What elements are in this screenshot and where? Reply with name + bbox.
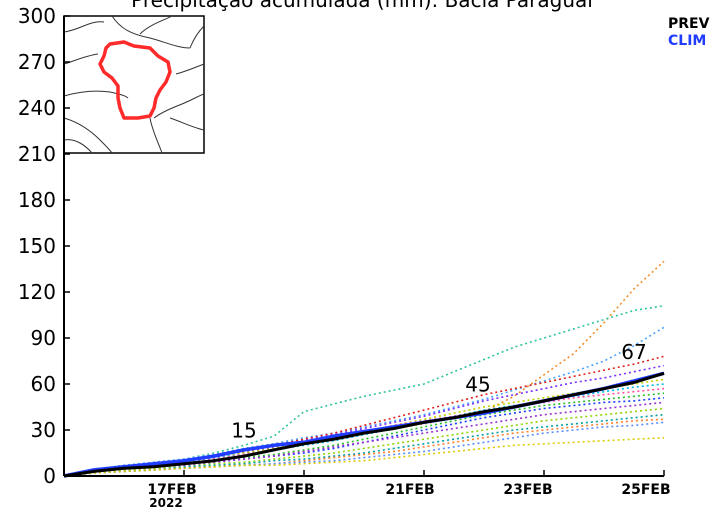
x-tick: 25FEB <box>621 470 671 498</box>
y-tick: 210 <box>18 142 70 166</box>
x-tick: 23FEB <box>503 470 553 498</box>
x-tick: 21FEB <box>385 470 435 498</box>
y-tick-label: 60 <box>31 372 56 396</box>
y-tick: 300 <box>18 4 70 28</box>
y-tick-label: 270 <box>18 50 56 74</box>
series-lines <box>63 371 665 478</box>
y-tick-label: 240 <box>18 96 56 120</box>
y-tick-label: 0 <box>43 464 56 488</box>
y-tick-label: 180 <box>18 188 56 212</box>
y-tick-label: 30 <box>31 418 56 442</box>
x-tick-label: 21FEB <box>385 482 434 498</box>
legend-item-clim: CLIM <box>668 33 706 49</box>
x-tick-sublabel: 2022 <box>149 496 182 509</box>
ensemble-member-line <box>63 436 665 477</box>
chart-title: Precipitação acumulada (mm): Bacia Parag… <box>131 0 593 12</box>
series-line-prev <box>63 371 665 478</box>
y-tick-label: 120 <box>18 280 56 304</box>
data-label: 45 <box>465 372 490 396</box>
y-tick: 120 <box>18 280 70 304</box>
y-tick: 180 <box>18 188 70 212</box>
y-axis: 0 30 60 90 120 150 180 210 240 270 300 <box>18 4 70 488</box>
y-tick-label: 300 <box>18 4 56 28</box>
y-tick: 90 <box>31 326 70 350</box>
x-tick: 19FEB <box>265 470 315 498</box>
y-tick: 270 <box>18 50 70 74</box>
legend: PREV CLIM <box>668 16 710 49</box>
x-tick-label: 17FEB <box>147 482 196 498</box>
y-tick: 150 <box>18 234 70 258</box>
y-tick: 0 <box>43 464 70 488</box>
y-tick: 240 <box>18 96 70 120</box>
annotations: 15 45 67 <box>231 340 646 442</box>
inset-map <box>63 15 205 154</box>
x-tick-label: 23FEB <box>503 482 552 498</box>
y-tick: 30 <box>31 418 70 442</box>
basin-outline <box>98 40 172 120</box>
x-tick-label: 19FEB <box>265 482 314 498</box>
data-label: 67 <box>621 340 646 364</box>
y-tick-label: 90 <box>31 326 56 350</box>
y-tick-label: 210 <box>18 142 56 166</box>
x-tick-label: 25FEB <box>621 482 670 498</box>
y-tick-label: 150 <box>18 234 56 258</box>
ensemble-member-line <box>63 407 665 477</box>
data-label: 15 <box>231 418 256 442</box>
legend-item-prev: PREV <box>668 16 710 32</box>
y-tick: 60 <box>31 372 70 396</box>
